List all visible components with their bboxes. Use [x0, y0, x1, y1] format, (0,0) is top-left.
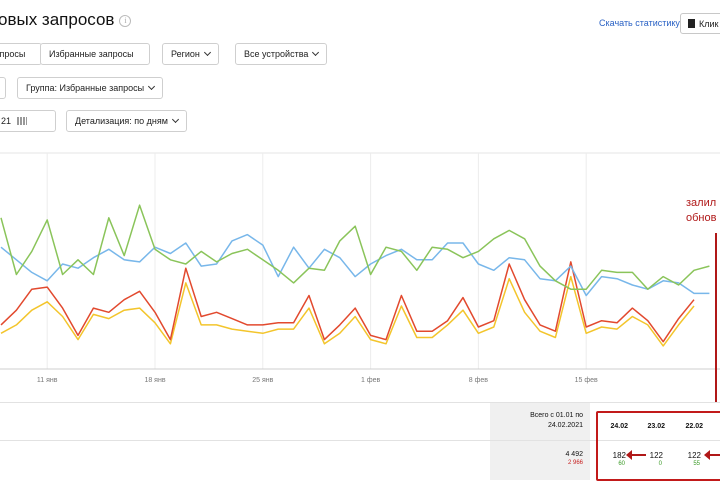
value-cell-1: 182	[612, 451, 626, 460]
series-line-blue	[0, 233, 710, 297]
period-label-line2: 24.02.2021	[547, 422, 583, 429]
series-line-green	[0, 204, 710, 290]
clipboard-button-label: Клик	[699, 19, 719, 29]
group-dropdown-label: Группа: Избранные запросы	[26, 83, 145, 93]
subvalue-cell-1: 60	[618, 461, 625, 467]
group-left-button[interactable]	[0, 77, 6, 99]
arrow-left-icon	[704, 450, 720, 460]
region-dropdown-label: Регион	[171, 49, 200, 59]
annotation-marker-line	[715, 233, 717, 403]
download-statistics-link[interactable]: Скачать статистику	[599, 18, 680, 28]
chart-series	[0, 204, 710, 347]
x-tick-label: 1 фев	[361, 377, 380, 384]
devices-dropdown[interactable]: Все устройства	[235, 43, 328, 65]
total-column	[490, 403, 590, 480]
annotation-line-1: залил	[686, 197, 717, 209]
date-range-value: 21	[1, 116, 12, 126]
tab-favorite-queries[interactable]: Избранные запросы	[40, 43, 150, 65]
total-value: 4 492	[565, 451, 583, 458]
info-icon[interactable]: i	[119, 15, 132, 27]
x-axis-ticks: 11 янв 18 янв 25 янв 1 фев 8 фев 15 фев	[37, 377, 598, 384]
region-dropdown[interactable]: Регион	[162, 43, 219, 65]
date-range-input[interactable]: 21	[0, 110, 56, 132]
date-header-2: 23.02	[647, 423, 665, 430]
clipboard-button[interactable]: Клик	[680, 13, 720, 34]
date-header-1: 24.02	[610, 423, 628, 430]
subvalue-cell-3: 55	[693, 461, 700, 467]
x-tick-label: 25 янв	[252, 377, 273, 384]
x-tick-label: 8 фев	[469, 377, 488, 384]
calendar-icon	[17, 117, 27, 125]
x-tick-label: 11 янв	[37, 377, 58, 384]
highlight-box	[596, 411, 720, 481]
series-line-red	[0, 261, 695, 343]
document-icon	[688, 19, 695, 28]
page-title-text: овых запросов	[0, 10, 115, 29]
detail-dropdown[interactable]: Детализация: по дням	[66, 110, 187, 132]
table-top-border	[0, 402, 720, 403]
period-label-line1: Всего с 01.01 по	[530, 412, 583, 419]
arrow-left-icon	[626, 450, 646, 460]
series-line-yellow	[0, 275, 695, 347]
page-title: овых запросов i	[0, 10, 132, 30]
annotation-line-2: обнов	[686, 212, 717, 224]
detail-dropdown-label: Детализация: по дням	[75, 116, 168, 126]
value-cell-2: 122	[649, 451, 663, 460]
x-tick-label: 18 янв	[144, 377, 165, 384]
table-divider	[0, 440, 720, 441]
devices-dropdown-label: Все устройства	[244, 49, 309, 59]
subvalue-cell-2: 0	[658, 461, 662, 467]
tab-queries-label: Запросы	[0, 49, 26, 59]
total-subvalue: 2 966	[567, 460, 583, 466]
tab-favorite-queries-label: Избранные запросы	[49, 49, 134, 59]
date-header-3: 22.02	[685, 423, 703, 430]
group-dropdown[interactable]: Группа: Избранные запросы	[17, 77, 164, 99]
value-cell-3: 122	[687, 451, 701, 460]
line-chart: 11 янв 18 янв 25 янв 1 фев 8 фев 15 фев	[0, 152, 720, 384]
x-tick-label: 15 фев	[575, 377, 598, 384]
